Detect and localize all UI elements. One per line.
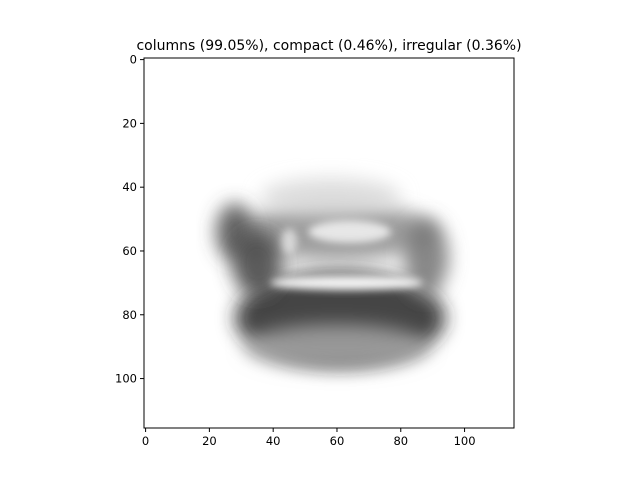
y-axis: 0 20 40 60 80 100 [115, 53, 144, 386]
image-top-haze [260, 177, 401, 216]
image-right-column [403, 219, 449, 296]
image-upper-light-panel [308, 220, 392, 244]
y-tick-label: 60 [122, 244, 137, 258]
x-tick-label: 100 [454, 434, 476, 448]
x-tick-label: 20 [202, 434, 217, 448]
y-tick-label: 20 [122, 116, 137, 130]
x-tick-label: 0 [142, 434, 149, 448]
x-tick-label: 80 [393, 434, 408, 448]
y-tick-label: 100 [115, 372, 137, 386]
x-tick-label: 60 [330, 434, 345, 448]
image-base-lower-fade [244, 324, 430, 369]
y-tick-label: 40 [122, 180, 137, 194]
y-tick-label: 0 [130, 53, 137, 67]
image-column-gap [281, 228, 298, 255]
y-tick-label: 80 [122, 308, 137, 322]
x-axis: 0 20 40 60 80 100 [142, 428, 476, 448]
image-light-band [269, 275, 424, 291]
chart-title: columns (99.05%), compact (0.46%), irreg… [136, 38, 521, 54]
x-tick-label: 40 [266, 434, 281, 448]
image-left-dark-edge [231, 231, 283, 296]
heatmap-image [215, 177, 449, 369]
plot-frame [143, 57, 515, 429]
